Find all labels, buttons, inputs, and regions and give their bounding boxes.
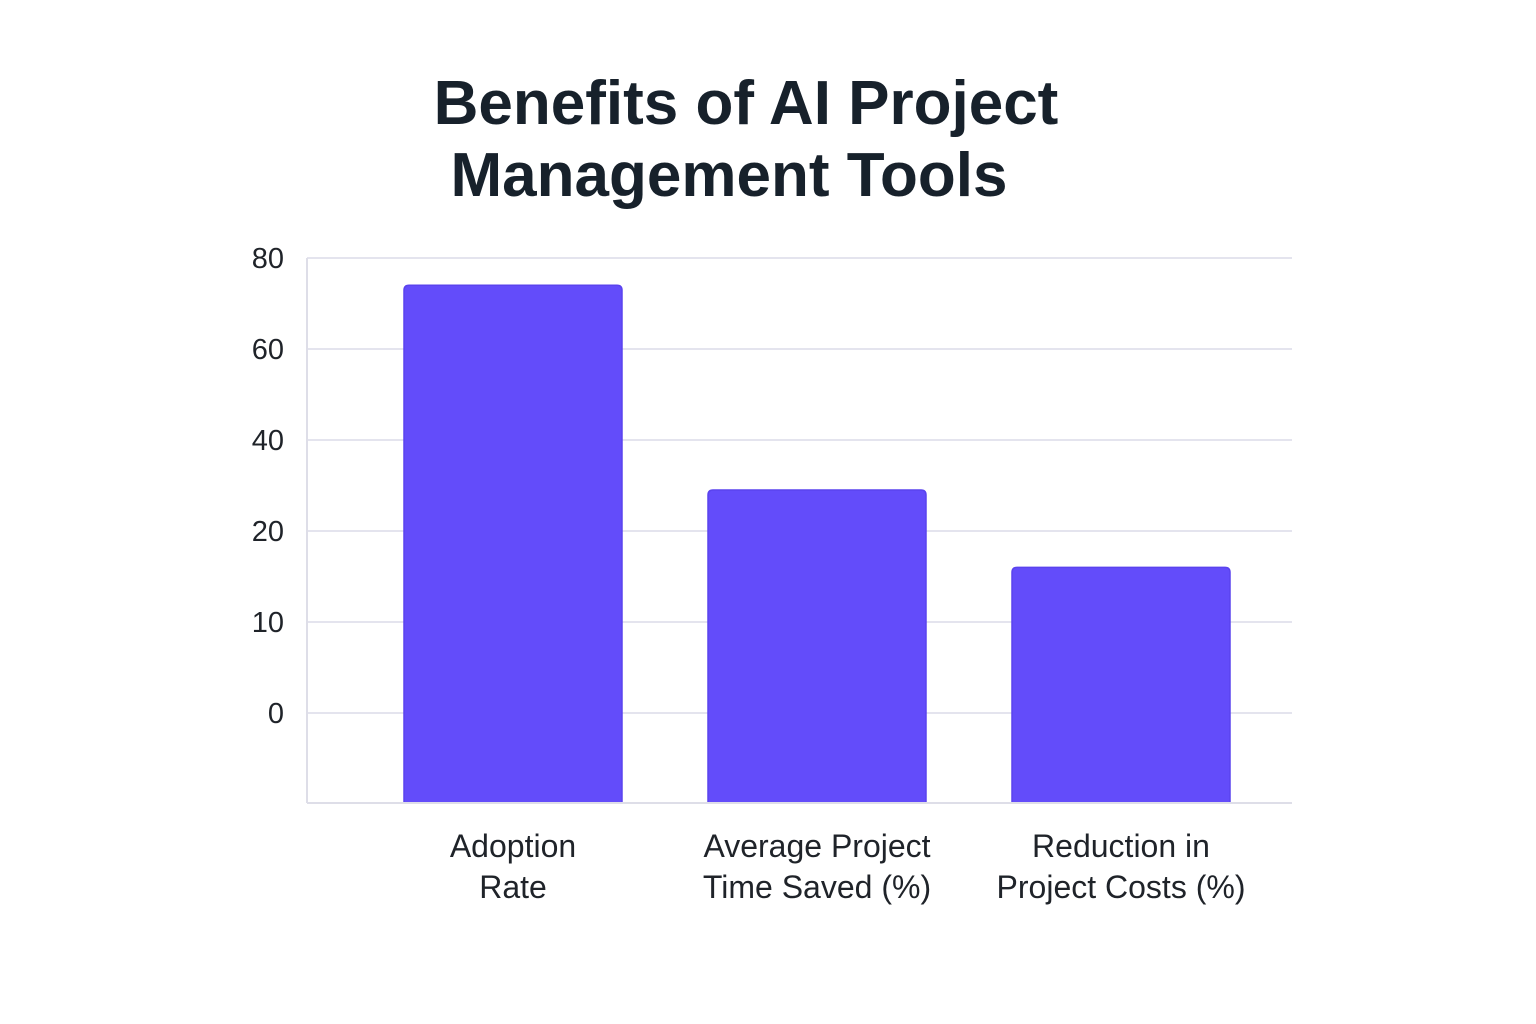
bars bbox=[403, 284, 1231, 804]
x-category-label-line: Average Project bbox=[703, 828, 930, 864]
y-tick-label: 0 bbox=[268, 698, 284, 730]
chart-title: Benefits of AI Project Management Tools bbox=[434, 69, 1059, 210]
chart-title-line-1: Benefits of AI Project bbox=[434, 69, 1059, 138]
y-tick-label: 60 bbox=[252, 334, 284, 366]
bar-1 bbox=[403, 284, 623, 804]
y-tick-label: 80 bbox=[252, 243, 284, 275]
x-category-label-line: Project Costs (%) bbox=[997, 869, 1246, 905]
y-tick-label: 40 bbox=[252, 425, 284, 457]
x-category-label-line: Adoption bbox=[450, 828, 576, 864]
y-tick-label: 20 bbox=[252, 516, 284, 548]
x-category-label-line: Reduction in bbox=[1032, 828, 1210, 864]
x-category-label: Average Project Time Saved (%) bbox=[703, 828, 931, 905]
x-axis-labels: Adoption Rate Average Project Time Saved (%… bbox=[450, 828, 1246, 905]
x-category-label: Adoption Rate bbox=[450, 828, 576, 905]
y-axis-ticks: 80 60 40 20 10 0 bbox=[252, 243, 284, 730]
x-category-label-line: Time Saved (%) bbox=[703, 869, 931, 905]
y-tick-label: 10 bbox=[252, 607, 284, 639]
bar-3 bbox=[1011, 566, 1231, 804]
bar-2 bbox=[707, 489, 927, 804]
x-category-label-line: Rate bbox=[479, 869, 547, 905]
chart-title-line-2: Management Tools bbox=[451, 141, 1008, 210]
x-category-label: Reduction in Project Costs (%) bbox=[997, 828, 1246, 905]
